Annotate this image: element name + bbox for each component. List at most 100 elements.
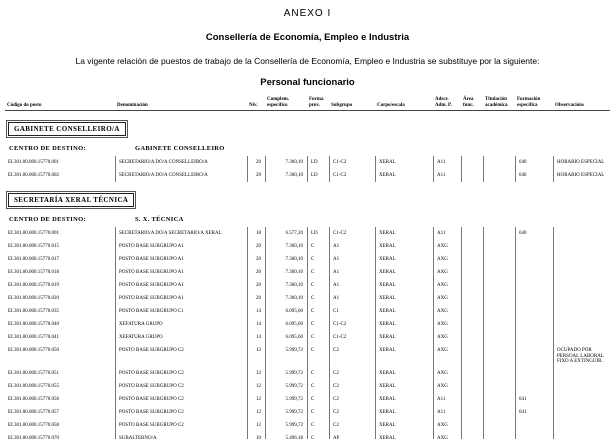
table-cell: C xyxy=(307,240,329,253)
department-heading: Consellería de Economía, Empleo e Indust… xyxy=(205,32,410,43)
table-cell xyxy=(553,431,610,439)
table-cell: 14 xyxy=(247,305,265,318)
table-body: GABINETE CONSELLEIRO/A CENTRO DE DESTINO:… xyxy=(5,111,610,439)
table-cell: EI.301.00.000.15770.001 xyxy=(8,231,59,236)
column-header: Área func. xyxy=(461,97,483,109)
table-cell xyxy=(483,405,515,419)
table-cell: AXG xyxy=(433,379,461,393)
table-cell: XERAL xyxy=(375,366,433,380)
table-cell: XERAL xyxy=(375,331,433,344)
table-cell: 20 xyxy=(247,266,265,279)
table-cell: A1 xyxy=(329,292,375,305)
centro-de-destino-value: GABINETE CONSELLEIRO xyxy=(135,145,225,152)
table-cell: EI.301.00.000.15770.019 xyxy=(8,283,59,288)
table-cell: A1 xyxy=(329,266,375,279)
table-cell: XERAL xyxy=(375,266,433,279)
table-cell: 20 xyxy=(247,169,265,182)
table-cell: 640 xyxy=(515,156,553,169)
table-row: EI.301.00.000.15770.020 POSTO BASE SUBGRU… xyxy=(5,292,610,305)
table-cell xyxy=(461,305,483,318)
table-cell: 7.360,10 xyxy=(265,240,307,253)
column-header: Subgrupo xyxy=(329,97,375,109)
table-cell: C2 xyxy=(329,418,375,432)
table-cell: AXG xyxy=(433,366,461,380)
table-row: EI.301.00.000.15770.056 POSTO BASE SUBGRU… xyxy=(5,392,610,406)
table-cell: C xyxy=(307,405,329,419)
table-cell: SECRETARIO/A DO/A CONSELLEIRO/A xyxy=(115,169,247,182)
table-cell: C1-C2 xyxy=(329,227,375,240)
table-cell: 18 xyxy=(247,227,265,240)
table-row: EI.301.00.000.15770.018 POSTO BASE SUBGRU… xyxy=(5,266,610,279)
table-cell: C1-C2 xyxy=(329,169,375,182)
column-header: Niv. xyxy=(247,97,265,109)
centro-de-destino-label: CENTRO DE DESTINO: xyxy=(9,216,86,223)
table-cell: A11 xyxy=(433,156,461,169)
table-cell xyxy=(483,366,515,380)
table-cell xyxy=(553,292,610,305)
column-header-line1: Complem. xyxy=(267,97,290,102)
table-cell: C xyxy=(307,331,329,344)
column-header-line2: Observacións xyxy=(555,103,584,108)
table-cell xyxy=(553,318,610,331)
column-header-line2: Corpo/escala xyxy=(377,103,405,108)
table-cell xyxy=(461,169,483,182)
table-cell xyxy=(553,405,610,419)
table-cell xyxy=(461,392,483,406)
table-cell: A1 xyxy=(329,279,375,292)
column-header: Adscr. Adm. P. xyxy=(433,97,461,109)
table-cell: AXG xyxy=(433,331,461,344)
table-cell: XERAL xyxy=(375,279,433,292)
table-cell xyxy=(553,392,610,406)
table-cell: C1 xyxy=(329,305,375,318)
table-cell: POSTO BASE SUBGRUPO C2 xyxy=(115,379,247,393)
table-cell: EI.301.00.000.15770.018 xyxy=(8,270,59,275)
table-cell: 20 xyxy=(247,156,265,169)
column-header-line2: académica xyxy=(485,103,508,108)
table-cell xyxy=(483,227,515,240)
table-cell: C xyxy=(307,344,329,367)
column-header-line2: Adm. P. xyxy=(435,103,452,108)
centro-de-destino-line: CENTRO DE DESTINO: GABINETE CONSELLEIRO xyxy=(9,145,610,152)
table-cell: 12 xyxy=(247,405,265,419)
column-header: Titulación académica xyxy=(483,97,515,109)
table-cell: C xyxy=(307,418,329,432)
table-cell xyxy=(515,366,553,380)
table-cell: EI.301.00.000.15770.041 xyxy=(8,335,59,340)
table-cell: 641 xyxy=(515,392,553,406)
table-cell: OCUPADO POR PERSOAL LABORAL FIXO A EXTIN… xyxy=(553,344,610,367)
table-cell: C xyxy=(307,305,329,318)
column-header-line2: Subgrupo xyxy=(331,103,353,108)
column-header-line1: Área xyxy=(463,97,474,102)
table-cell: EI.301.00.000.15770.035 xyxy=(8,309,59,314)
table-cell xyxy=(553,379,610,393)
table-cell xyxy=(461,292,483,305)
table-cell: EI.301.00.000.15770.056 xyxy=(8,396,59,402)
table-cell: 640 xyxy=(515,169,553,182)
table-cell: C xyxy=(307,379,329,393)
table-cell: EI.301.00.000.15770.050 xyxy=(8,348,59,353)
table-cell: POSTO BASE SUBGRUPO C2 xyxy=(115,392,247,406)
table-cell xyxy=(515,331,553,344)
table-cell xyxy=(483,292,515,305)
table-cell: XERAL xyxy=(375,418,433,432)
table-cell: XERAL xyxy=(375,169,433,182)
column-header: Código do posto xyxy=(5,97,115,109)
table-cell: A1 xyxy=(329,253,375,266)
table-cell: 5.999,72 xyxy=(265,418,307,432)
table-cell: 12 xyxy=(247,418,265,432)
table-cell: EI.301.00.000.15770.057 xyxy=(8,409,59,415)
table-cell xyxy=(461,253,483,266)
table-cell xyxy=(515,292,553,305)
table-cell: SECRETARIO/A DO/A SECRETARIO/A XERAL xyxy=(115,227,247,240)
table-cell: POSTO BASE SUBGRUPO C2 xyxy=(115,418,247,432)
table-cell: AXG xyxy=(433,292,461,305)
table-cell: LD xyxy=(307,227,329,240)
table-cell: 7.360,10 xyxy=(265,292,307,305)
table-cell: XERAL xyxy=(375,227,433,240)
table-cell: A11 xyxy=(433,169,461,182)
table-cell: 6.095,60 xyxy=(265,318,307,331)
table-cell: XERAL xyxy=(375,156,433,169)
table-cell xyxy=(483,240,515,253)
table-cell: C xyxy=(307,392,329,406)
column-header-line2: prov. xyxy=(309,103,320,108)
